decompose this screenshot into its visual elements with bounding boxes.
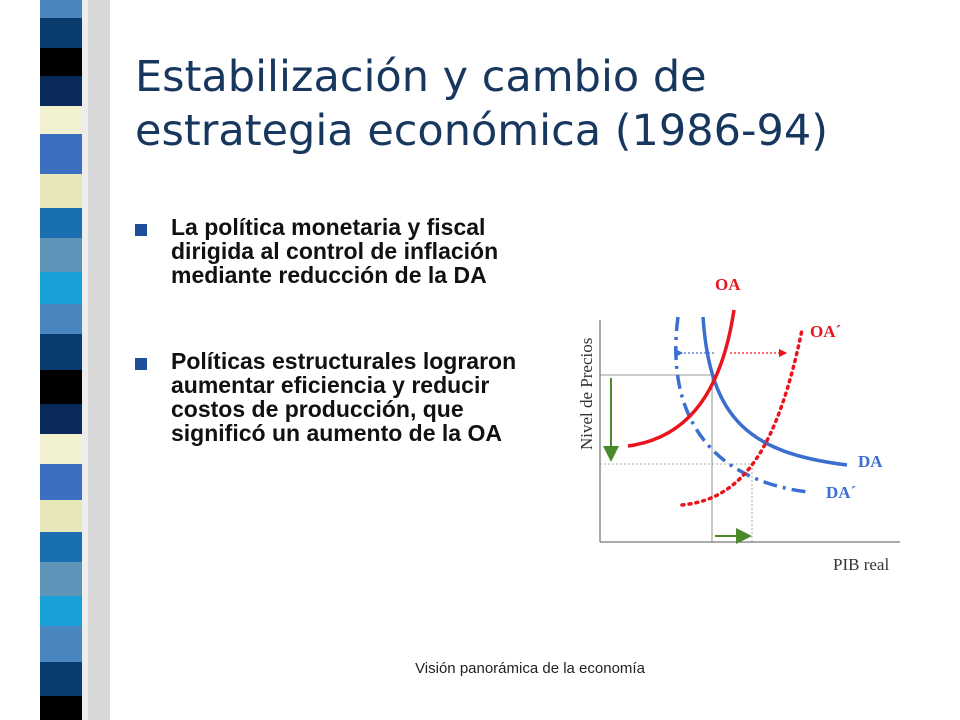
stripe-block: [40, 662, 82, 696]
oa-prime-label: OA´: [810, 322, 841, 341]
stripe-block: [40, 562, 82, 596]
stripe-block: [40, 48, 82, 76]
x-axis-label: PIB real: [833, 555, 889, 574]
bullet-list: La política monetaria y fiscal dirigida …: [135, 215, 525, 481]
stripe-block: [40, 500, 82, 532]
slide-title-line-2: estrategia económica (1986-94): [135, 106, 828, 156]
stripe-block: [40, 532, 82, 562]
stripe-block: [40, 334, 82, 370]
slide-footer: Visión panorámica de la economía: [415, 660, 645, 677]
stripe-block: [40, 626, 82, 662]
stripe-block: [40, 174, 82, 208]
decorative-side-stripe: [0, 0, 110, 720]
square-bullet-icon: [135, 224, 147, 236]
stripe-block: [40, 18, 82, 48]
stripe-block: [40, 404, 82, 434]
stripe-block: [40, 0, 82, 18]
square-bullet-icon: [135, 358, 147, 370]
bullet-text: Políticas estructurales lograron aumenta…: [171, 348, 517, 446]
stripe-block: [40, 134, 82, 174]
da-label: DA: [858, 452, 883, 471]
stripe-block: [40, 208, 82, 238]
da-curve: [701, 316, 848, 467]
slide-title-line-1: Estabilización y cambio de: [135, 52, 707, 102]
y-axis-label: Nivel de Precios: [577, 338, 596, 450]
stripe-block: [40, 464, 82, 500]
slide-title: Estabilización y cambio de estrategia ec…: [135, 50, 935, 158]
oa-label: OA: [715, 275, 741, 294]
stripe-block: [40, 238, 82, 272]
oa-curve: [627, 309, 736, 448]
da-prime-curve: [674, 316, 809, 494]
bullet-item: La política monetaria y fiscal dirigida …: [135, 215, 525, 287]
stripe-block: [40, 596, 82, 626]
stripe-block: [40, 76, 82, 106]
stripe-block: [40, 272, 82, 304]
da-prime-label: DA´: [826, 483, 856, 502]
stripe-block: [40, 370, 82, 404]
stripe-block: [40, 434, 82, 464]
bullet-item: Políticas estructurales lograron aumenta…: [135, 349, 525, 445]
stripe-block: [40, 106, 82, 134]
stripe-block: [40, 304, 82, 334]
oa-prime-curve: [680, 328, 804, 507]
bullet-text: La política monetaria y fiscal dirigida …: [171, 214, 499, 288]
stripe-block: [40, 696, 82, 720]
supply-demand-diagram: Nivel de Precios PIB real OA OA´ DA DA´: [577, 275, 900, 574]
